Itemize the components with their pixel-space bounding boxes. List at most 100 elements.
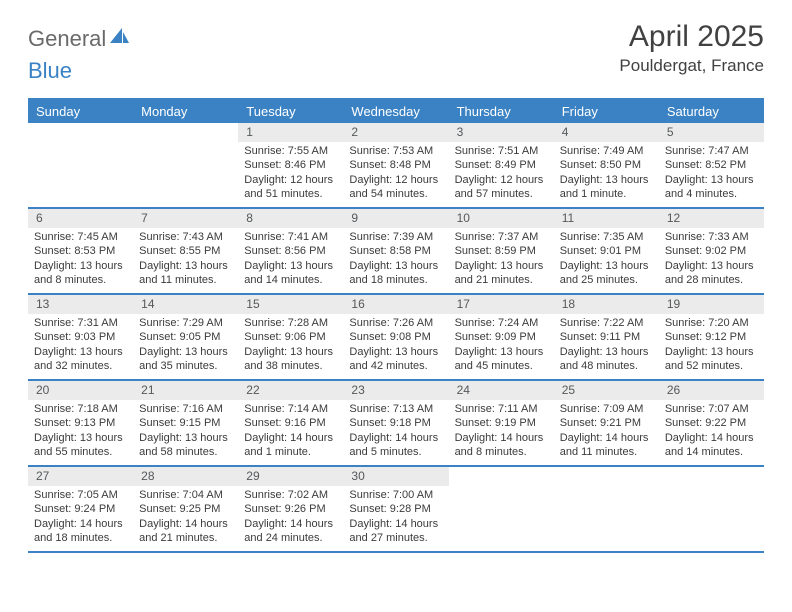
day-header: Monday [133, 100, 238, 123]
day-cell: 2Sunrise: 7:53 AMSunset: 8:48 PMDaylight… [343, 123, 448, 207]
daylight2-text: and 1 minute. [560, 187, 653, 201]
day-cell: 20Sunrise: 7:18 AMSunset: 9:13 PMDayligh… [28, 381, 133, 465]
sunset-text: Sunset: 9:12 PM [665, 330, 758, 344]
day-cell: 27Sunrise: 7:05 AMSunset: 9:24 PMDayligh… [28, 467, 133, 551]
sunset-text: Sunset: 8:49 PM [455, 158, 548, 172]
daylight1-text: Daylight: 14 hours [244, 431, 337, 445]
sunrise-text: Sunrise: 7:04 AM [139, 488, 232, 502]
sunset-text: Sunset: 8:53 PM [34, 244, 127, 258]
daylight2-text: and 8 minutes. [455, 445, 548, 459]
sunset-text: Sunset: 9:18 PM [349, 416, 442, 430]
sunrise-text: Sunrise: 7:05 AM [34, 488, 127, 502]
daylight2-text: and 51 minutes. [244, 187, 337, 201]
sunset-text: Sunset: 9:19 PM [455, 416, 548, 430]
day-cell: 9Sunrise: 7:39 AMSunset: 8:58 PMDaylight… [343, 209, 448, 293]
day-number: 25 [554, 381, 659, 400]
day-cell: 25Sunrise: 7:09 AMSunset: 9:21 PMDayligh… [554, 381, 659, 465]
day-cell: 1Sunrise: 7:55 AMSunset: 8:46 PMDaylight… [238, 123, 343, 207]
daylight1-text: Daylight: 13 hours [34, 345, 127, 359]
day-body: Sunrise: 7:11 AMSunset: 9:19 PMDaylight:… [449, 400, 554, 462]
daylight2-text: and 38 minutes. [244, 359, 337, 373]
daylight1-text: Daylight: 13 hours [139, 431, 232, 445]
day-body: Sunrise: 7:05 AMSunset: 9:24 PMDaylight:… [28, 486, 133, 548]
daylight1-text: Daylight: 13 hours [665, 259, 758, 273]
daylight2-text: and 4 minutes. [665, 187, 758, 201]
day-body: Sunrise: 7:04 AMSunset: 9:25 PMDaylight:… [133, 486, 238, 548]
day-cell: 16Sunrise: 7:26 AMSunset: 9:08 PMDayligh… [343, 295, 448, 379]
day-number: 10 [449, 209, 554, 228]
sunset-text: Sunset: 9:25 PM [139, 502, 232, 516]
sunset-text: Sunset: 8:58 PM [349, 244, 442, 258]
sunrise-text: Sunrise: 7:14 AM [244, 402, 337, 416]
day-body: Sunrise: 7:13 AMSunset: 9:18 PMDaylight:… [343, 400, 448, 462]
sunset-text: Sunset: 8:46 PM [244, 158, 337, 172]
day-number: 21 [133, 381, 238, 400]
day-number: 5 [659, 123, 764, 142]
day-number: 7 [133, 209, 238, 228]
daylight1-text: Daylight: 13 hours [349, 259, 442, 273]
daylight1-text: Daylight: 14 hours [349, 517, 442, 531]
day-header: Friday [554, 100, 659, 123]
sunrise-text: Sunrise: 7:13 AM [349, 402, 442, 416]
day-cell: 14Sunrise: 7:29 AMSunset: 9:05 PMDayligh… [133, 295, 238, 379]
day-body: Sunrise: 7:49 AMSunset: 8:50 PMDaylight:… [554, 142, 659, 204]
daylight2-text: and 28 minutes. [665, 273, 758, 287]
sunrise-text: Sunrise: 7:37 AM [455, 230, 548, 244]
sunrise-text: Sunrise: 7:39 AM [349, 230, 442, 244]
daylight1-text: Daylight: 13 hours [244, 345, 337, 359]
day-body: Sunrise: 7:37 AMSunset: 8:59 PMDaylight:… [449, 228, 554, 290]
day-body: Sunrise: 7:14 AMSunset: 9:16 PMDaylight:… [238, 400, 343, 462]
sunset-text: Sunset: 8:55 PM [139, 244, 232, 258]
brand-part2: Blue [28, 58, 72, 84]
sunrise-text: Sunrise: 7:53 AM [349, 144, 442, 158]
day-cell: 19Sunrise: 7:20 AMSunset: 9:12 PMDayligh… [659, 295, 764, 379]
day-body: Sunrise: 7:45 AMSunset: 8:53 PMDaylight:… [28, 228, 133, 290]
sunrise-text: Sunrise: 7:29 AM [139, 316, 232, 330]
day-body: Sunrise: 7:26 AMSunset: 9:08 PMDaylight:… [343, 314, 448, 376]
sunset-text: Sunset: 9:03 PM [34, 330, 127, 344]
day-cell: 12Sunrise: 7:33 AMSunset: 9:02 PMDayligh… [659, 209, 764, 293]
day-number: 1 [238, 123, 343, 142]
day-body: Sunrise: 7:41 AMSunset: 8:56 PMDaylight:… [238, 228, 343, 290]
daylight2-text: and 48 minutes. [560, 359, 653, 373]
day-body: Sunrise: 7:20 AMSunset: 9:12 PMDaylight:… [659, 314, 764, 376]
sunset-text: Sunset: 9:01 PM [560, 244, 653, 258]
sunrise-text: Sunrise: 7:31 AM [34, 316, 127, 330]
daylight2-text: and 52 minutes. [665, 359, 758, 373]
daylight2-text: and 5 minutes. [349, 445, 442, 459]
day-cell: 8Sunrise: 7:41 AMSunset: 8:56 PMDaylight… [238, 209, 343, 293]
sunset-text: Sunset: 9:24 PM [34, 502, 127, 516]
day-body: Sunrise: 7:31 AMSunset: 9:03 PMDaylight:… [28, 314, 133, 376]
daylight1-text: Daylight: 12 hours [349, 173, 442, 187]
day-body: Sunrise: 7:18 AMSunset: 9:13 PMDaylight:… [28, 400, 133, 462]
sunrise-text: Sunrise: 7:20 AM [665, 316, 758, 330]
day-number: 22 [238, 381, 343, 400]
day-cell: 24Sunrise: 7:11 AMSunset: 9:19 PMDayligh… [449, 381, 554, 465]
daylight1-text: Daylight: 13 hours [455, 345, 548, 359]
day-cell [659, 467, 764, 551]
day-body: Sunrise: 7:02 AMSunset: 9:26 PMDaylight:… [238, 486, 343, 548]
brand-logo: General [28, 20, 132, 52]
day-header: Thursday [449, 100, 554, 123]
day-number: 26 [659, 381, 764, 400]
daylight2-text: and 14 minutes. [244, 273, 337, 287]
daylight1-text: Daylight: 13 hours [139, 259, 232, 273]
day-body: Sunrise: 7:55 AMSunset: 8:46 PMDaylight:… [238, 142, 343, 204]
daylight1-text: Daylight: 12 hours [455, 173, 548, 187]
sunset-text: Sunset: 9:15 PM [139, 416, 232, 430]
daylight2-text: and 21 minutes. [139, 531, 232, 545]
sunset-text: Sunset: 9:08 PM [349, 330, 442, 344]
day-cell: 7Sunrise: 7:43 AMSunset: 8:55 PMDaylight… [133, 209, 238, 293]
calendar-page: General April 2025 Pouldergat, France Bl… [0, 0, 792, 573]
day-body: Sunrise: 7:22 AMSunset: 9:11 PMDaylight:… [554, 314, 659, 376]
sunrise-text: Sunrise: 7:33 AM [665, 230, 758, 244]
daylight2-text: and 18 minutes. [349, 273, 442, 287]
location-label: Pouldergat, France [619, 56, 764, 76]
sunset-text: Sunset: 9:22 PM [665, 416, 758, 430]
sunset-text: Sunset: 8:59 PM [455, 244, 548, 258]
sunrise-text: Sunrise: 7:35 AM [560, 230, 653, 244]
daylight2-text: and 58 minutes. [139, 445, 232, 459]
day-number: 23 [343, 381, 448, 400]
day-header: Wednesday [343, 100, 448, 123]
sunset-text: Sunset: 9:11 PM [560, 330, 653, 344]
